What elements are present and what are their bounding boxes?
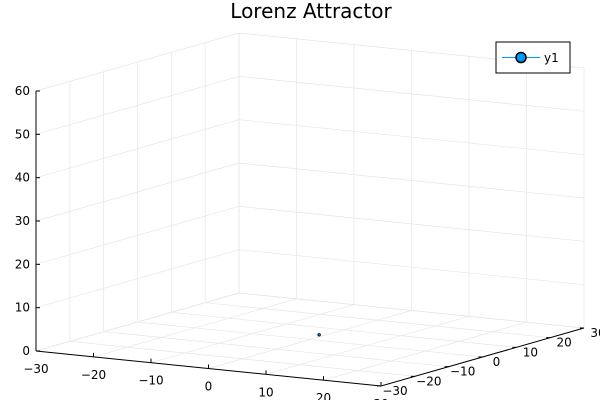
- back-wall-grid-line-z: [238, 119, 585, 156]
- y-tick-label: 0: [493, 355, 501, 369]
- floor-grid-line-y: [171, 311, 517, 348]
- legend-series-marker: [515, 51, 527, 64]
- x-tick-label: 0: [205, 380, 213, 394]
- side-wall-grid-line-z: [35, 162, 240, 222]
- y-tick-label: −20: [416, 374, 441, 388]
- grid-lines: [35, 32, 585, 387]
- y-tick-label: −30: [382, 384, 407, 398]
- chart-title: Lorenz Attractor: [230, 0, 392, 23]
- x-tick-label: −20: [81, 368, 106, 382]
- side-wall-grid-line-z: [35, 32, 240, 92]
- y-tick-label: 20: [557, 336, 572, 350]
- legend-series-label: y1: [544, 51, 559, 65]
- side-wall-grid-line-z: [35, 119, 240, 179]
- tick-labels: −30−20−100102030−30−20−10010203001020304…: [15, 84, 600, 400]
- z-tick-label: 0: [22, 344, 30, 358]
- floor-grid-line-y: [205, 302, 551, 339]
- z-tick-label: 10: [15, 301, 30, 315]
- legend[interactable]: y1: [495, 41, 571, 74]
- side-wall-grid-line-z: [35, 205, 240, 265]
- z-tick-label: 60: [15, 84, 30, 98]
- z-tick-label: 20: [15, 257, 30, 271]
- back-wall-grid-line-z: [238, 75, 585, 112]
- x-tick-label: −10: [138, 374, 163, 388]
- z-tick-label: 30: [15, 214, 30, 228]
- back-wall-grid-line-z: [238, 205, 585, 242]
- y-tick-label: 10: [523, 345, 538, 359]
- y-tick-label: 30: [590, 326, 600, 340]
- back-wall-grid-line-z: [238, 162, 585, 199]
- x-tick-label: −30: [23, 362, 48, 376]
- z-tick-label: 50: [15, 127, 30, 141]
- side-wall-grid-line-z: [35, 75, 240, 135]
- x-tick-label: 10: [258, 385, 273, 399]
- back-wall-grid-line-z: [238, 249, 585, 286]
- data-points: [317, 333, 321, 337]
- x-tick-label: 30: [373, 397, 388, 400]
- side-wall-grid-line-z: [35, 292, 240, 352]
- y-tick-label: −10: [450, 365, 475, 379]
- back-wall-grid-line-z: [238, 292, 585, 329]
- floor-grid-line-y: [137, 321, 483, 358]
- axes: [35, 90, 585, 387]
- floor-grid-line-y: [103, 331, 449, 368]
- z-tick-label: 40: [15, 171, 30, 185]
- floor-grid-line-y: [69, 340, 415, 377]
- side-wall-grid-line-z: [35, 249, 240, 309]
- x-tick-label: 20: [316, 391, 331, 400]
- data-point: [317, 333, 321, 337]
